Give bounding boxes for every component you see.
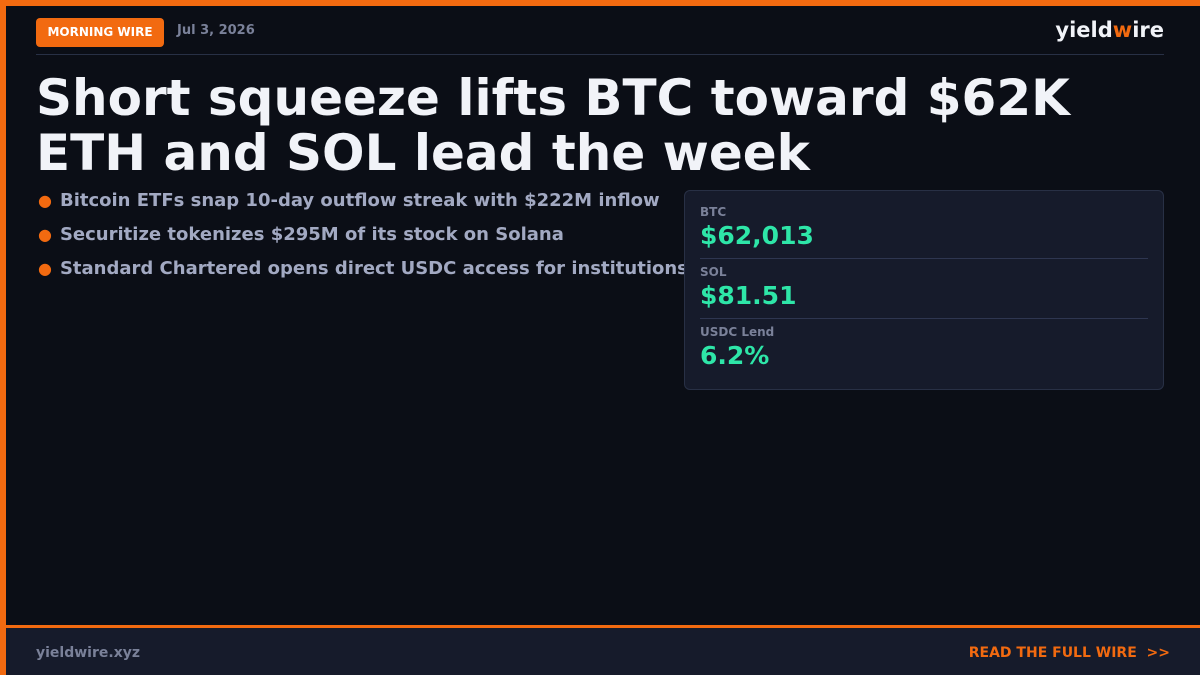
bullet: ● Standard Chartered opens direct USDC ac… — [38, 258, 688, 279]
stat-label: BTC — [700, 205, 727, 219]
bullet-text: Standard Chartered opens direct USDC acc… — [59, 258, 688, 279]
cta-arrow[interactable]: >> — [1146, 645, 1170, 661]
stat-value: $81.51 — [700, 281, 797, 310]
stats-panel: BTC $62,013 SOL $81.51 USDC Lend 6.2% — [684, 190, 1164, 390]
stat-divider — [700, 318, 1148, 319]
bullet-text: Bitcoin ETFs snap 10-day outflow streak … — [59, 190, 660, 211]
site-url: yieldwire.xyz — [36, 645, 140, 661]
stat-label: USDC Lend — [700, 325, 775, 339]
bullet-text: Securitize tokenizes $295M of its stock … — [59, 224, 564, 245]
logo-part: ire — [1132, 18, 1164, 42]
badge: MORNING WIRE — [36, 18, 164, 47]
bullet-dot: ● — [38, 225, 52, 244]
headline-line: Short squeeze lifts BTC toward $62K — [36, 69, 1070, 127]
stat-value: 6.2% — [700, 341, 770, 370]
bullet-dot: ● — [38, 191, 52, 210]
date: Jul 3, 2026 — [177, 23, 255, 38]
footer: yieldwire.xyz READ THE FULL WIRE >> — [6, 625, 1200, 675]
bullet: ● Bitcoin ETFs snap 10-day outflow streak… — [38, 190, 660, 211]
cta-text[interactable]: READ THE FULL WIRE — [968, 645, 1137, 661]
cta[interactable]: READ THE FULL WIRE >> — [969, 645, 1170, 661]
logo: yieldwire — [1055, 18, 1164, 42]
bullet-dot: ● — [38, 259, 52, 278]
logo-accent: w — [1112, 18, 1133, 42]
stat-value: $62,013 — [700, 221, 814, 250]
stat: SOL $81.51 — [700, 251, 1148, 319]
stat-label: SOL — [700, 265, 727, 279]
stat: USDC Lend 6.2% — [700, 311, 1148, 371]
bullet: ● Securitize tokenizes $295M of its stock… — [38, 224, 564, 245]
headline-line: ETH and SOL lead the week — [36, 124, 810, 182]
divider — [36, 54, 1164, 55]
stat-divider — [700, 258, 1148, 259]
logo-part: yield — [1055, 18, 1113, 42]
stat: BTC $62,013 — [700, 191, 1148, 259]
